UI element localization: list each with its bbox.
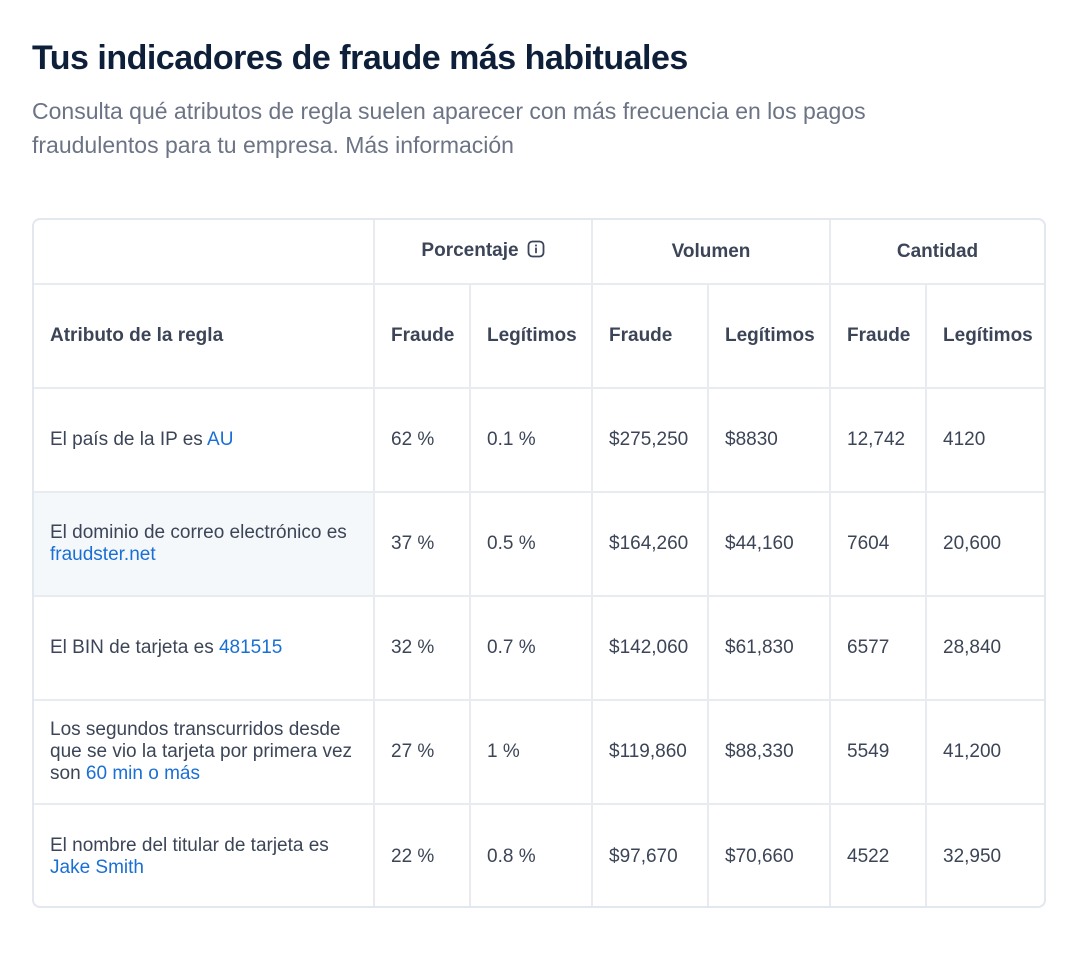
pct-fraud-cell: 32 % (374, 596, 471, 701)
attribute-column-header: Atributo de la regla (34, 284, 375, 389)
count-group-header: Cantidad (830, 220, 1044, 285)
info-icon[interactable] (527, 240, 545, 264)
cnt-legit-column-header: Legítimos (926, 284, 1044, 389)
table-row: El país de la IP es AU 62 % 0.1 % $275,2… (34, 388, 1044, 493)
cnt-legit-cell: 20,600 (926, 492, 1044, 597)
cnt-legit-cell: 32,950 (943, 845, 1002, 867)
pct-fraud-cell: 37 % (374, 492, 471, 597)
volume-group-header: Volumen (592, 220, 832, 285)
attribute-cell: El BIN de tarjeta es 481515 (34, 596, 375, 701)
table-row: El BIN de tarjeta es 481515 32 % 0.7 % $… (34, 596, 1044, 701)
attribute-value-link[interactable]: 481515 (218, 637, 283, 658)
cnt-fraud-cell: 7604 (830, 492, 928, 597)
vol-legit-cell: $8830 (708, 388, 832, 493)
cnt-fraud-cell: 12,742 (830, 388, 928, 493)
more-info-link[interactable]: Más información (345, 132, 514, 158)
cnt-fraud-cell: 6577 (830, 596, 928, 701)
attribute-value-link[interactable]: fraudster.net (50, 544, 156, 565)
table-row: El nombre del titular de tarjeta es Jake… (34, 804, 1044, 906)
cnt-fraud-cell: 4522 (830, 804, 928, 906)
cnt-fraud-column-header: Fraude (830, 284, 928, 389)
vol-fraud-cell: $164,260 (592, 492, 709, 597)
cnt-legit-cell: 41,200 (926, 700, 1044, 805)
attribute-text: Los segundos transcurridos desde que se … (50, 719, 353, 784)
fraud-indicators-table: Porcentaje Volumen Cantidad Atributo de … (34, 220, 1044, 906)
pct-fraud-cell: 62 % (374, 388, 471, 493)
table-row: El dominio de correo electrónico es frau… (34, 492, 1044, 597)
vol-legit-cell: $88,330 (708, 700, 832, 805)
subtitle-text: Consulta qué atributos de regla suelen a… (32, 98, 866, 158)
empty-header-cell (34, 220, 375, 285)
pct-legit-column-header: Legítimos (470, 284, 593, 389)
attribute-cell: El país de la IP es AU (34, 388, 375, 493)
pct-legit-cell: 1 % (470, 700, 593, 805)
vol-legit-cell: $44,160 (708, 492, 832, 597)
pct-fraud-column-header: Fraude (374, 284, 471, 389)
pct-legit-cell: 0.5 % (470, 492, 593, 597)
vol-legit-cell: $70,660 (708, 804, 832, 906)
pct-legit-cell: 0.1 % (470, 388, 593, 493)
attribute-cell: Los segundos transcurridos desde que se … (34, 700, 375, 805)
cnt-fraud-cell: 5549 (830, 700, 928, 805)
vol-legit-column-header: Legítimos (708, 284, 832, 389)
attribute-value-link[interactable]: 60 min o más (85, 763, 200, 784)
vol-fraud-cell: $97,670 (592, 804, 709, 906)
table-row: Los segundos transcurridos desde que se … (34, 700, 1044, 805)
page-subtitle: Consulta qué atributos de regla suelen a… (32, 94, 992, 162)
pct-legit-cell: 0.8 % (470, 804, 593, 906)
attribute-text: El nombre del titular de tarjeta es (50, 834, 329, 856)
attribute-text: El BIN de tarjeta es (50, 637, 219, 658)
cnt-legit-cell: 4120 (926, 388, 1044, 493)
percentage-group-label: Porcentaje (421, 239, 519, 261)
attribute-text: El dominio de correo electrónico es (50, 522, 347, 543)
percentage-group-header: Porcentaje (374, 220, 593, 285)
vol-fraud-cell: $142,060 (592, 596, 709, 701)
pct-fraud-cell: 22 % (374, 804, 471, 906)
attribute-cell: El dominio de correo electrónico es frau… (34, 492, 375, 597)
group-header-row: Porcentaje Volumen Cantidad (34, 220, 1044, 285)
attribute-value-link[interactable]: AU (207, 429, 234, 450)
vol-fraud-cell: $119,860 (592, 700, 709, 805)
column-header-row: Atributo de la regla Fraude Legítimos Fr… (34, 284, 1044, 389)
attribute-text: El país de la IP es (50, 429, 208, 450)
attribute-cell: El nombre del titular de tarjeta es Jake… (34, 804, 375, 906)
page-title: Tus indicadores de fraude más habituales (32, 39, 688, 77)
vol-fraud-cell: $275,250 (592, 388, 709, 493)
cnt-legit-cell: 28,840 (926, 596, 1044, 701)
pct-legit-cell: 0.7 % (470, 596, 593, 701)
pct-fraud-cell: 27 % (374, 700, 471, 805)
vol-fraud-column-header: Fraude (592, 284, 709, 389)
attribute-value-link[interactable]: Jake Smith (50, 856, 144, 878)
vol-legit-cell: $61,830 (708, 596, 832, 701)
fraud-indicators-table-card: Porcentaje Volumen Cantidad Atributo de … (32, 218, 1046, 908)
